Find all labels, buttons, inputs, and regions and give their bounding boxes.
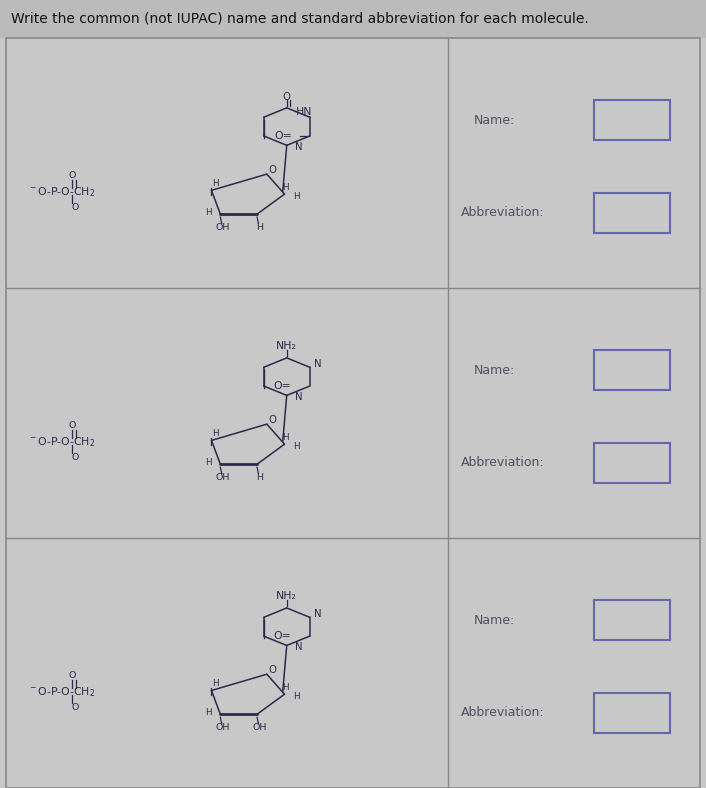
Text: H: H xyxy=(205,459,211,467)
Text: H: H xyxy=(205,208,211,217)
Text: H: H xyxy=(294,692,300,701)
Text: NH₂: NH₂ xyxy=(276,341,297,351)
Text: OH: OH xyxy=(215,474,229,482)
Text: Abbreviation:: Abbreviation: xyxy=(461,456,544,470)
Text: O=: O= xyxy=(273,631,291,641)
Text: O: O xyxy=(282,91,291,102)
Text: H: H xyxy=(213,429,220,438)
Text: O: O xyxy=(71,203,79,212)
Text: H: H xyxy=(282,682,289,692)
Text: $^-$O-P-O-CH$_2$: $^-$O-P-O-CH$_2$ xyxy=(28,435,95,448)
Text: $^-$O-P-O-CH$_2$: $^-$O-P-O-CH$_2$ xyxy=(28,685,95,699)
Text: N: N xyxy=(314,609,322,619)
Text: O: O xyxy=(71,453,79,463)
Text: N: N xyxy=(294,641,302,652)
Text: O: O xyxy=(68,671,76,680)
Text: Name:: Name: xyxy=(474,113,515,127)
Text: O: O xyxy=(268,414,276,425)
Text: H: H xyxy=(282,183,289,191)
Text: H: H xyxy=(282,433,289,441)
Text: H: H xyxy=(213,179,220,188)
Bar xyxy=(0,0,706,38)
Text: H: H xyxy=(205,708,211,718)
Text: O=: O= xyxy=(275,131,292,141)
Text: H: H xyxy=(256,223,263,232)
Text: N: N xyxy=(314,359,322,370)
Text: O: O xyxy=(68,421,76,430)
Text: Abbreviation:: Abbreviation: xyxy=(461,206,544,219)
Text: O=: O= xyxy=(273,381,291,391)
Text: Name:: Name: xyxy=(474,614,515,627)
Text: O: O xyxy=(268,165,276,175)
Text: O: O xyxy=(68,171,76,180)
Text: O: O xyxy=(268,665,276,675)
Text: H: H xyxy=(294,191,300,201)
Text: Write the common (not IUPAC) name and standard abbreviation for each molecule.: Write the common (not IUPAC) name and st… xyxy=(11,12,588,26)
Text: H: H xyxy=(256,474,263,482)
Text: HN: HN xyxy=(295,107,312,117)
Text: H: H xyxy=(294,441,300,451)
Text: NH₂: NH₂ xyxy=(276,591,297,601)
Text: O: O xyxy=(71,704,79,712)
Text: $^-$O-P-O-CH$_2$: $^-$O-P-O-CH$_2$ xyxy=(28,184,95,199)
Text: OH: OH xyxy=(215,723,229,733)
Text: H: H xyxy=(213,679,220,688)
Text: N: N xyxy=(294,392,302,402)
Text: N: N xyxy=(294,142,302,151)
Text: OH: OH xyxy=(215,223,229,232)
Text: Abbreviation:: Abbreviation: xyxy=(461,707,544,719)
Text: Name:: Name: xyxy=(474,364,515,377)
Text: OH: OH xyxy=(252,723,266,733)
